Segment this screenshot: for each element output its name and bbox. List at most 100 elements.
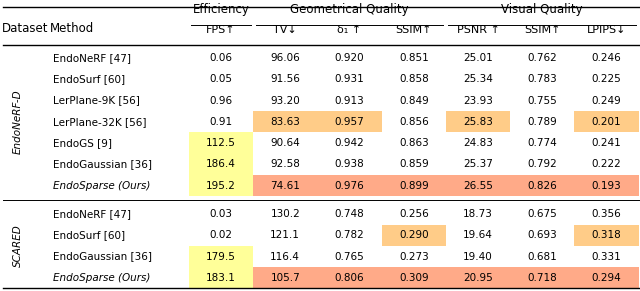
Text: 25.83: 25.83	[463, 117, 493, 127]
Text: 0.863: 0.863	[399, 138, 429, 148]
Text: EndoGaussian [36]: EndoGaussian [36]	[53, 251, 152, 262]
Bar	[253, 267, 317, 288]
Text: Efficiency: Efficiency	[193, 3, 250, 16]
Text: δ₁ ↑: δ₁ ↑	[337, 25, 362, 35]
Text: 130.2: 130.2	[270, 209, 300, 219]
Text: 0.931: 0.931	[335, 74, 364, 84]
Text: 25.01: 25.01	[463, 53, 493, 63]
Text: 0.858: 0.858	[399, 74, 429, 84]
Bar	[510, 267, 575, 288]
Bar	[446, 111, 510, 132]
Text: 121.1: 121.1	[270, 230, 300, 240]
Text: SCARED: SCARED	[13, 225, 23, 267]
Bar	[381, 267, 446, 288]
Bar	[253, 175, 317, 196]
Text: 0.249: 0.249	[592, 95, 621, 106]
Text: EndoNeRF [47]: EndoNeRF [47]	[53, 53, 131, 63]
Text: 74.61: 74.61	[270, 180, 300, 191]
Text: 186.4: 186.4	[206, 159, 236, 169]
Text: FPS↑: FPS↑	[206, 25, 236, 35]
Text: LerPlane-32K [56]: LerPlane-32K [56]	[53, 117, 147, 127]
Bar	[189, 132, 253, 154]
Text: 0.789: 0.789	[527, 117, 557, 127]
Text: 0.356: 0.356	[592, 209, 621, 219]
Text: 93.20: 93.20	[270, 95, 300, 106]
Text: 90.64: 90.64	[270, 138, 300, 148]
Text: 0.849: 0.849	[399, 95, 429, 106]
Bar	[189, 267, 253, 288]
Text: EndoSurf [60]: EndoSurf [60]	[53, 74, 125, 84]
Text: 116.4: 116.4	[270, 251, 300, 262]
Bar	[381, 225, 446, 246]
Text: 0.96: 0.96	[209, 95, 232, 106]
Text: 0.718: 0.718	[527, 273, 557, 283]
Text: 0.899: 0.899	[399, 180, 429, 191]
Bar	[253, 111, 317, 132]
Bar	[189, 246, 253, 267]
Text: 105.7: 105.7	[270, 273, 300, 283]
Text: 0.222: 0.222	[592, 159, 621, 169]
Text: 0.782: 0.782	[335, 230, 364, 240]
Text: 0.256: 0.256	[399, 209, 429, 219]
Text: 0.06: 0.06	[209, 53, 232, 63]
Text: 91.56: 91.56	[270, 74, 300, 84]
Text: 195.2: 195.2	[206, 180, 236, 191]
Text: 0.225: 0.225	[592, 74, 621, 84]
Text: EndoSurf [60]: EndoSurf [60]	[53, 230, 125, 240]
Text: 0.792: 0.792	[527, 159, 557, 169]
Text: 0.693: 0.693	[527, 230, 557, 240]
Text: 25.34: 25.34	[463, 74, 493, 84]
Text: LPIPS↓: LPIPS↓	[587, 25, 627, 35]
Text: 0.826: 0.826	[527, 180, 557, 191]
Text: 19.40: 19.40	[463, 251, 493, 262]
Bar	[510, 175, 575, 196]
Text: 0.91: 0.91	[209, 117, 232, 127]
Text: 0.03: 0.03	[209, 209, 232, 219]
Text: PSNR ↑: PSNR ↑	[456, 25, 499, 35]
Text: 0.938: 0.938	[335, 159, 364, 169]
Text: 0.913: 0.913	[335, 95, 364, 106]
Text: 92.58: 92.58	[270, 159, 300, 169]
Text: 0.241: 0.241	[592, 138, 621, 148]
Text: LerPlane-9K [56]: LerPlane-9K [56]	[53, 95, 140, 106]
Text: 0.193: 0.193	[592, 180, 621, 191]
Text: 112.5: 112.5	[206, 138, 236, 148]
Text: 0.675: 0.675	[527, 209, 557, 219]
Text: EndoNeRF-D: EndoNeRF-D	[13, 89, 23, 154]
Text: 25.37: 25.37	[463, 159, 493, 169]
Text: 0.201: 0.201	[592, 117, 621, 127]
Text: TV↓: TV↓	[273, 25, 297, 35]
Bar	[317, 111, 381, 132]
Text: 0.05: 0.05	[209, 74, 232, 84]
Text: 0.783: 0.783	[527, 74, 557, 84]
Bar	[317, 175, 381, 196]
Text: 179.5: 179.5	[206, 251, 236, 262]
Text: 0.859: 0.859	[399, 159, 429, 169]
Text: Method: Method	[50, 22, 94, 35]
Text: 0.755: 0.755	[527, 95, 557, 106]
Text: 0.331: 0.331	[592, 251, 621, 262]
Bar	[189, 154, 253, 175]
Text: 183.1: 183.1	[206, 273, 236, 283]
Text: 0.957: 0.957	[335, 117, 364, 127]
Text: 0.318: 0.318	[592, 230, 621, 240]
Text: 0.273: 0.273	[399, 251, 429, 262]
Text: Dataset: Dataset	[3, 22, 49, 35]
Text: 24.83: 24.83	[463, 138, 493, 148]
Text: 0.309: 0.309	[399, 273, 429, 283]
Text: 19.64: 19.64	[463, 230, 493, 240]
Text: 0.856: 0.856	[399, 117, 429, 127]
Bar	[575, 175, 639, 196]
Text: 18.73: 18.73	[463, 209, 493, 219]
Text: EndoSparse (Ours): EndoSparse (Ours)	[53, 180, 150, 191]
Text: SSIM↑: SSIM↑	[396, 25, 432, 35]
Text: 23.93: 23.93	[463, 95, 493, 106]
Bar	[189, 175, 253, 196]
Text: 26.55: 26.55	[463, 180, 493, 191]
Text: 0.681: 0.681	[527, 251, 557, 262]
Text: 0.748: 0.748	[335, 209, 364, 219]
Bar	[446, 175, 510, 196]
Text: Geometrical Quality: Geometrical Quality	[290, 3, 409, 16]
Text: 0.942: 0.942	[335, 138, 364, 148]
Bar	[575, 111, 639, 132]
